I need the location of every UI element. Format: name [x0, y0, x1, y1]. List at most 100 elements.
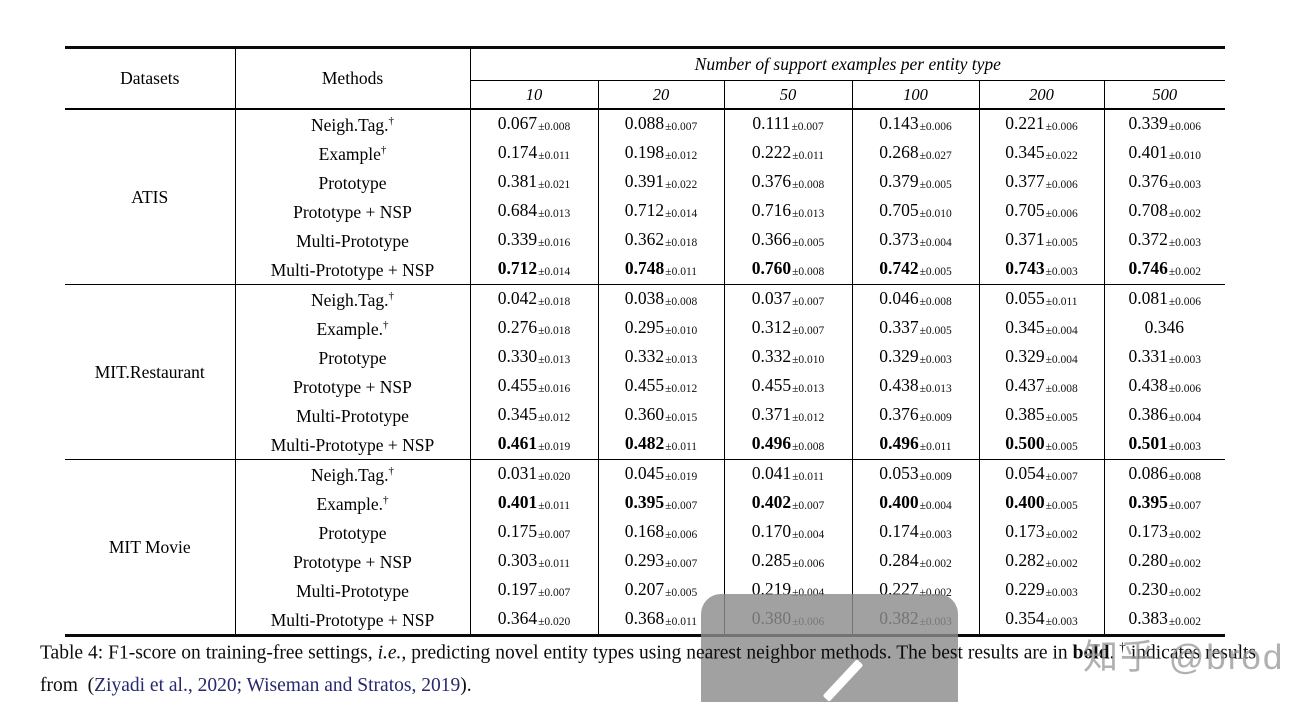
caption-text: †: [1119, 638, 1126, 654]
score-value: 0.360: [624, 404, 665, 424]
score-value: 0.400: [879, 492, 919, 512]
score-cell: 0.500±0.005: [978, 430, 1104, 460]
citation-link[interactable]: Ziyadi et al., 2020; Wiseman and Stratos…: [94, 675, 461, 696]
method-cell: Multi-Prototype: [234, 576, 470, 605]
score-stderr: ±0.021: [538, 179, 571, 191]
score-value: 0.337: [879, 317, 919, 337]
score-stderr: ±0.007: [1045, 471, 1078, 483]
method-name: Multi-Prototype: [296, 405, 409, 426]
score-cell: 0.054±0.007: [978, 459, 1104, 489]
method-name: Prototype + NSP: [293, 376, 412, 397]
score-value: 0.111: [752, 113, 791, 133]
score-value: 0.037: [751, 288, 792, 308]
table-row: Prototype + NSP 0.684±0.013 0.712±0.014 0.7…: [65, 197, 1226, 226]
method-name: Multi-Prototype: [296, 230, 409, 251]
score-stderr: ±0.008: [1168, 471, 1202, 483]
score-stderr: ±0.004: [792, 529, 825, 541]
score-cell: 0.088±0.007: [597, 109, 724, 139]
method-cell: Multi-Prototype + NSP: [234, 430, 470, 460]
score-value: 0.373: [879, 229, 919, 249]
score-cell: 0.386±0.004: [1103, 401, 1226, 430]
score-stderr: ±0.011: [538, 558, 571, 570]
score-cell: 0.455±0.012: [597, 372, 724, 401]
header-size-50: 50: [723, 80, 852, 109]
score-value: 0.371: [751, 404, 792, 424]
score-value: 0.173: [1005, 521, 1045, 541]
score-value: 0.045: [624, 463, 665, 483]
score-cell: 0.461±0.019: [469, 430, 598, 460]
header-size-500: 500: [1103, 80, 1226, 109]
score-cell: 0.174±0.003: [851, 518, 979, 547]
score-value: 0.402: [751, 492, 792, 512]
score-stderr: ±0.008: [1045, 383, 1078, 395]
score-stderr: ±0.007: [665, 121, 698, 133]
score-cell: 0.295±0.010: [597, 314, 724, 343]
score-stderr: ±0.007: [665, 558, 698, 570]
score-value: 0.081: [1128, 288, 1168, 308]
score-cell: 0.381±0.021: [469, 168, 598, 197]
score-stderr: ±0.013: [538, 354, 571, 366]
score-stderr: ±0.011: [919, 441, 952, 453]
score-value: 0.276: [497, 317, 538, 337]
score-value: 0.175: [497, 521, 538, 541]
header-row-sizes: 10 20 50 100 200 500: [65, 80, 1226, 109]
score-stderr: ±0.005: [1045, 441, 1078, 453]
score-cell: 0.268±0.027: [851, 139, 979, 168]
table-row: Example† 0.174±0.011 0.198±0.012 0.222±0.01…: [65, 139, 1226, 168]
dataset-group: ATIS Neigh.Tag.† 0.067±0.008 0.088±0.007 0.1…: [65, 109, 1226, 285]
score-stderr: ±0.005: [665, 587, 698, 599]
score-value: 0.708: [1128, 200, 1168, 220]
score-cell: 0.198±0.012: [597, 139, 724, 168]
method-name: Multi-Prototype + NSP: [270, 434, 435, 455]
score-stderr: ±0.011: [792, 150, 825, 162]
header-size-200: 200: [978, 80, 1104, 109]
method-cell: Multi-Prototype: [234, 226, 470, 255]
score-value: 0.376: [1128, 171, 1168, 191]
score-stderr: ±0.002: [1045, 558, 1078, 570]
score-cell: 0.708±0.002: [1103, 197, 1226, 226]
score-stderr: ±0.005: [919, 325, 952, 337]
score-cell: 0.705±0.010: [851, 197, 979, 226]
score-stderr: ±0.012: [665, 150, 698, 162]
score-stderr: ±0.007: [665, 500, 698, 512]
score-value: 0.742: [879, 258, 919, 278]
dagger-mark: †: [388, 114, 395, 127]
dagger-mark: †: [388, 464, 395, 477]
score-cell: 0.053±0.009: [851, 459, 979, 489]
dataset-label: MIT.Restaurant: [94, 362, 205, 382]
score-value: 0.198: [624, 142, 665, 162]
score-value: 0.295: [624, 317, 665, 337]
score-cell: 0.041±0.011: [723, 459, 852, 489]
score-cell: 0.143±0.006: [851, 109, 979, 139]
score-cell: 0.346: [1103, 314, 1226, 343]
score-cell: 0.746±0.002: [1103, 255, 1226, 285]
dataset-group: MIT Movie Neigh.Tag.† 0.031±0.020 0.045±0.0…: [65, 459, 1226, 636]
score-value: 0.173: [1128, 521, 1168, 541]
table-row: Example.† 0.276±0.018 0.295±0.010 0.312±0.0…: [65, 314, 1226, 343]
method-cell: Neigh.Tag.†: [234, 284, 470, 314]
score-value: 0.280: [1128, 550, 1168, 570]
score-cell: 0.285±0.006: [723, 547, 852, 576]
score-cell: 0.339±0.006: [1103, 109, 1226, 139]
score-cell: 0.379±0.005: [851, 168, 979, 197]
score-value: 0.496: [751, 433, 792, 453]
method-name: Neigh.Tag.: [310, 464, 389, 485]
table-caption: Table 4: F1-score on training-free setti…: [40, 630, 1256, 702]
score-value: 0.386: [1128, 404, 1168, 424]
score-cell: 0.081±0.006: [1103, 284, 1226, 314]
score-cell: 0.345±0.012: [469, 401, 598, 430]
dagger-mark: †: [380, 143, 387, 156]
method-name: Multi-Prototype + NSP: [270, 259, 435, 280]
method-cell: Neigh.Tag.†: [234, 459, 470, 489]
score-value: 0.400: [1005, 492, 1045, 512]
score-value: 0.329: [879, 346, 919, 366]
score-cell: 0.760±0.008: [723, 255, 852, 285]
score-value: 0.339: [497, 229, 538, 249]
score-value: 0.207: [624, 579, 665, 599]
score-value: 0.229: [1005, 579, 1045, 599]
score-cell: 0.222±0.011: [723, 139, 852, 168]
score-value: 0.377: [1005, 171, 1045, 191]
score-stderr: ±0.002: [1168, 208, 1202, 220]
score-value: 0.461: [497, 433, 538, 453]
score-stderr: ±0.008: [538, 121, 571, 133]
